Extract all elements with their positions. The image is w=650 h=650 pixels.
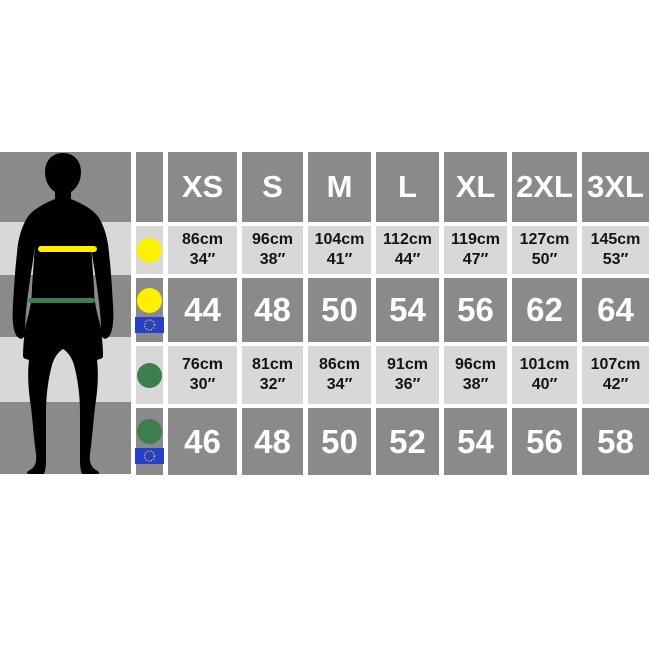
size-header-xl: XL [444,152,507,222]
measurement-cell: 107cm 42″ [582,346,649,404]
size-header-3xl: 3XL [582,152,649,222]
eu-size-cell: 48 [242,408,303,475]
chest-measure-line [38,246,97,252]
measurement-cell: 127cm 50″ [512,226,577,274]
measurement-cell: 119cm 47″ [444,226,507,274]
size-header-s: S [242,152,303,222]
eu-size-cell: 46 [168,408,237,475]
eu-size-cell: 44 [168,278,237,342]
waist-measure-line [28,298,95,303]
eu-size-cell: 54 [376,278,439,342]
measurement-cell: 145cm 53″ [582,226,649,274]
eu-size-cell: 64 [582,278,649,342]
measurement-cell: 86cm 34″ [308,346,371,404]
size-chart-graphic: XS S M L XL 2XL 3XL 86cm 34″ 96cm 38″ 104c… [0,152,649,475]
eu-size-cell: 48 [242,278,303,342]
measurement-cell: 112cm 44″ [376,226,439,274]
yellow-dot-icon [137,237,162,263]
chest-marker-cell [136,226,163,274]
eu-size-cell: 50 [308,278,371,342]
green-dot-icon [137,419,162,444]
measurement-cell: 91cm 36″ [376,346,439,404]
eu-flag-icon [135,316,164,333]
size-header-xs: XS [168,152,237,222]
marker-column-header [136,152,163,222]
chest-eu-marker-cell [135,278,164,342]
eu-flag-icon [135,448,164,464]
waist-eu-marker-cell [135,408,164,475]
measurement-cell: 96cm 38″ [444,346,507,404]
measurement-cell: 76cm 30″ [168,346,237,404]
eu-size-cell: 52 [376,408,439,475]
measurement-cell: 101cm 40″ [512,346,577,404]
yellow-dot-icon [137,287,162,313]
size-header-2xl: 2XL [512,152,577,222]
eu-size-cell: 50 [308,408,371,475]
eu-size-cell: 54 [444,408,507,475]
eu-size-cell: 56 [512,408,577,475]
measurement-cell: 81cm 32″ [242,346,303,404]
eu-size-cell: 62 [512,278,577,342]
eu-size-cell: 56 [444,278,507,342]
measurement-cell: 86cm 34″ [168,226,237,274]
measurement-cell: 104cm 41″ [308,226,371,274]
eu-size-cell: 58 [582,408,649,475]
size-header-m: M [308,152,371,222]
measurement-cell: 96cm 38″ [242,226,303,274]
waist-marker-cell [136,346,163,404]
green-dot-icon [137,362,162,388]
stripe-row4 [0,402,131,474]
male-silhouette-icon [12,153,114,474]
body-silhouette-panel [0,152,131,475]
size-table: XS S M L XL 2XL 3XL 86cm 34″ 96cm 38″ 104c… [0,152,649,475]
size-header-l: L [376,152,439,222]
